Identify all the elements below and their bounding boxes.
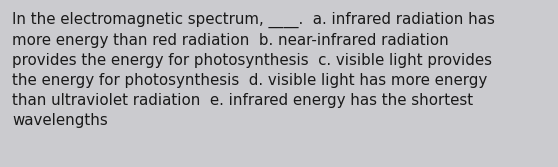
Text: In the electromagnetic spectrum, ____.  a. infrared radiation has
more energy th: In the electromagnetic spectrum, ____. a…: [12, 12, 495, 128]
